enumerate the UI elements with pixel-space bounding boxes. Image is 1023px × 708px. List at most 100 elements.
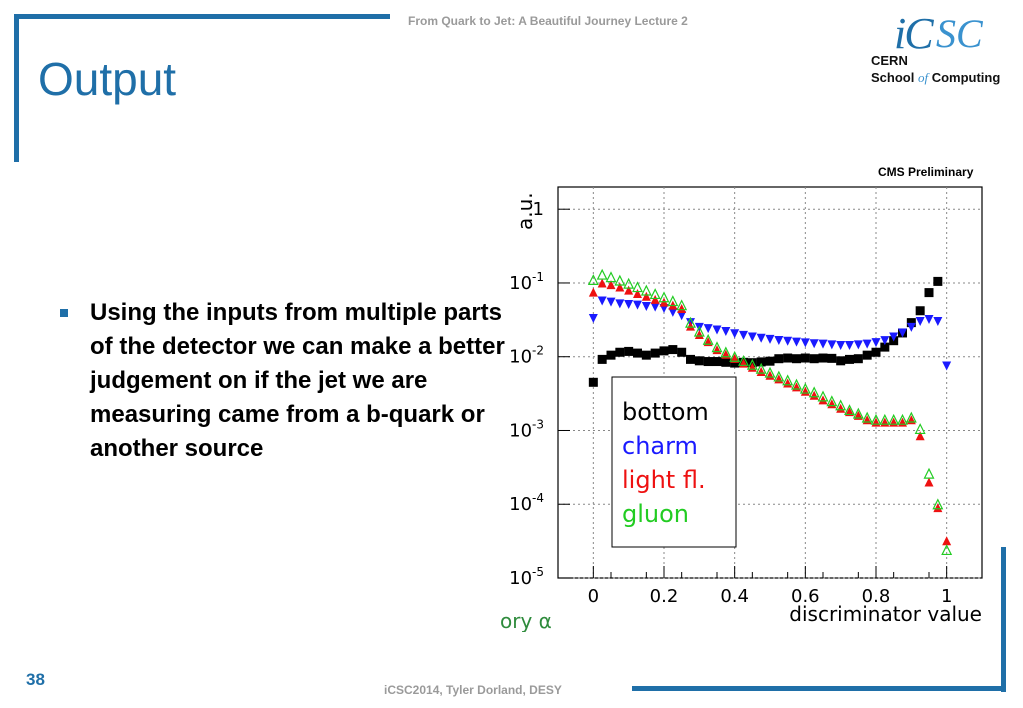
- point-bottom: [862, 350, 872, 360]
- point-gluon: [782, 374, 794, 386]
- point-charm: [739, 330, 748, 340]
- point-gluon: [587, 274, 599, 286]
- point-charm: [641, 301, 651, 311]
- point-bottom: [783, 353, 793, 363]
- point-bottom: [712, 357, 722, 367]
- point-charm: [845, 340, 854, 350]
- point-charm: [915, 317, 925, 327]
- point-charm: [862, 339, 872, 349]
- point-gluon: [826, 395, 838, 407]
- lecture-header: From Quark to Jet: A Beautiful Journey L…: [408, 14, 688, 28]
- point-light-fl: [809, 390, 819, 400]
- point-bottom: [633, 348, 642, 358]
- point-bottom: [721, 357, 731, 367]
- point-charm: [809, 339, 819, 349]
- point-light-fl: [677, 304, 687, 314]
- point-gluon: [711, 341, 723, 353]
- point-bottom: [694, 356, 704, 366]
- point-gluon: [685, 316, 696, 328]
- point-bottom: [756, 357, 766, 367]
- point-charm: [783, 336, 793, 346]
- point-charm: [871, 338, 881, 348]
- point-bottom: [668, 345, 678, 355]
- point-gluon: [764, 366, 776, 378]
- point-charm: [730, 329, 740, 339]
- bullet-text: Using the inputs from multiple parts of …: [90, 299, 505, 462]
- point-gluon: [861, 411, 873, 423]
- point-bottom: [792, 354, 801, 364]
- point-gluon: [658, 291, 670, 303]
- point-gluon: [808, 386, 820, 398]
- point-gluon: [852, 407, 864, 419]
- point-bottom: [641, 350, 651, 360]
- point-bottom: [747, 358, 757, 368]
- point-light-fl: [606, 280, 616, 290]
- x-tick-label: 0.4: [720, 586, 749, 607]
- point-bottom: [845, 354, 854, 364]
- point-charm: [606, 297, 616, 307]
- point-bottom: [606, 350, 616, 360]
- y-axis-label: a.u.: [513, 192, 537, 230]
- point-bottom: [836, 356, 846, 366]
- point-gluon: [932, 498, 944, 510]
- point-bottom: [615, 347, 625, 357]
- point-gluon: [667, 295, 679, 307]
- logo-school-text: School of Computing: [871, 70, 1000, 86]
- slide-number: 38: [26, 670, 45, 689]
- x-tick-label: 0.8: [862, 586, 891, 607]
- point-bottom: [853, 354, 863, 364]
- point-bottom: [924, 288, 934, 298]
- bullet-square-icon: [60, 309, 68, 317]
- footer-credit: iCSC2014, Tyler Dorland, DESY: [384, 683, 562, 697]
- point-charm: [898, 328, 907, 338]
- discriminator-chart: CMS Preliminary 0 0.2 0.4 0.6 0.8 1 1 10-1 10-2 1…: [500, 165, 983, 632]
- logo-sc-text: SC: [936, 11, 983, 56]
- logo-school-pre: School: [871, 70, 918, 85]
- point-light-fl: [694, 330, 704, 340]
- legend-box: [611, 376, 737, 548]
- point-gluon: [632, 281, 643, 293]
- point-charm: [924, 314, 934, 324]
- point-light-fl: [942, 536, 952, 546]
- y-tick-label: 10-5: [509, 565, 544, 589]
- point-gluon: [835, 399, 847, 411]
- point-gluon: [738, 354, 749, 366]
- frame-right-bar: [1001, 547, 1006, 692]
- point-charm: [703, 324, 713, 334]
- point-light-fl: [588, 287, 598, 297]
- x-axis-label: discriminator value: [789, 602, 982, 626]
- point-bottom: [677, 347, 687, 357]
- point-bottom: [880, 342, 890, 352]
- point-charm: [756, 333, 766, 343]
- point-charm: [633, 300, 642, 310]
- logo-cern-text: CERN: [871, 53, 908, 68]
- point-bottom: [730, 358, 740, 368]
- point-charm: [933, 317, 943, 327]
- slide-title: Output: [38, 53, 177, 105]
- point-charm: [800, 338, 810, 348]
- logo-of-text: of: [917, 70, 929, 85]
- point-gluon: [888, 413, 900, 425]
- point-gluon: [676, 299, 688, 311]
- point-light-fl: [615, 282, 625, 292]
- point-charm: [827, 340, 837, 350]
- point-gluon: [755, 362, 767, 374]
- point-charm: [942, 361, 952, 371]
- point-bottom: [597, 354, 607, 364]
- legend: bottom charm light fl. gluon: [611, 376, 737, 548]
- point-charm: [836, 340, 846, 350]
- frame-bottom-bar: [632, 686, 1006, 691]
- point-charm: [906, 322, 916, 332]
- point-gluon: [773, 370, 785, 382]
- logo-school-post: Computing: [928, 70, 1001, 85]
- point-charm: [747, 332, 757, 342]
- point-charm: [677, 311, 687, 321]
- point-gluon: [870, 413, 882, 425]
- x-tick-label: 0: [588, 586, 599, 607]
- point-charm: [712, 325, 722, 335]
- y-tick-label: 10-4: [509, 491, 544, 515]
- x-tick-label: 0.2: [650, 586, 679, 607]
- point-gluon: [729, 350, 741, 362]
- point-bottom: [906, 318, 916, 328]
- point-gluon: [897, 413, 908, 425]
